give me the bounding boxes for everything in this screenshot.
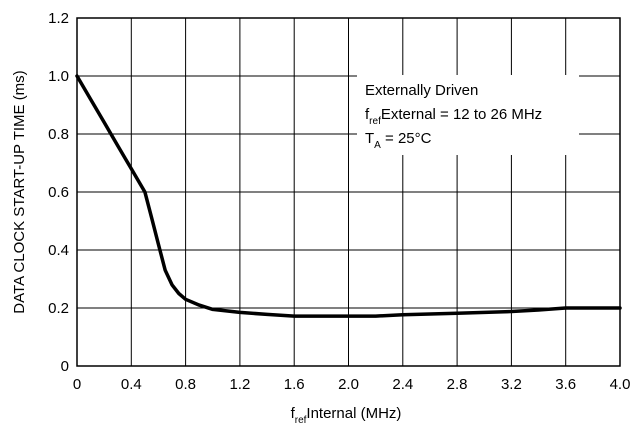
y-axis-title: DATA CLOCK START-UP TIME (ms) [11, 70, 28, 313]
series [75, 74, 622, 318]
y-tick-label: 0.6 [48, 184, 69, 201]
y-tick-label: 0.4 [48, 242, 69, 259]
x-tick-label: 3.6 [555, 376, 576, 393]
annotation-line-2: frefExternal = 12 to 26 MHz [365, 106, 542, 127]
annotation-line-3: TA = 25°C [365, 130, 432, 151]
x-tick-label: 1.2 [229, 376, 250, 393]
annotation-line-1: Externally Driven [365, 82, 478, 99]
x-tick-label: 0 [73, 376, 81, 393]
y-tick-label: 0.2 [48, 300, 69, 317]
grid [77, 18, 620, 366]
x-tick-label: 0.4 [121, 376, 142, 393]
plot-frame [76, 17, 621, 367]
x-tick-label: 4.0 [610, 376, 631, 393]
annotation-background [357, 75, 579, 155]
x-tick-label: 0.8 [175, 376, 196, 393]
y-tick-label: 1.2 [48, 10, 69, 27]
y-tick-label: 0.8 [48, 126, 69, 143]
x-axis-title: frefInternal (MHz) [291, 405, 402, 426]
y-tick-label: 1.0 [48, 68, 69, 85]
x-tick-label: 2.0 [338, 376, 359, 393]
series-line [75, 74, 622, 318]
x-tick-label: 2.4 [392, 376, 413, 393]
x-tick-label: 2.8 [447, 376, 468, 393]
x-tick-label: 3.2 [501, 376, 522, 393]
x-tick-label: 1.6 [284, 376, 305, 393]
tick-labels: 0 0.4 0.8 1.2 1.6 2.0 2.4 2.8 3.2 3.6 4.0 0 0.2 0.4 0.… [48, 10, 630, 393]
y-tick-label: 0 [61, 358, 69, 375]
